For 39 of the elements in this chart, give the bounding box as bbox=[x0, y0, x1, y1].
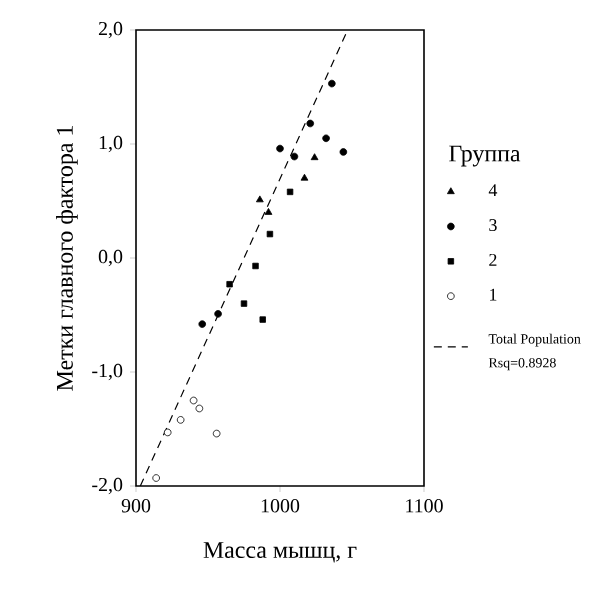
point bbox=[152, 474, 160, 482]
point bbox=[214, 310, 222, 318]
point bbox=[276, 144, 284, 153]
point bbox=[163, 428, 172, 437]
point bbox=[300, 173, 309, 181]
y-tick-label: -1,0 bbox=[92, 363, 123, 381]
point bbox=[176, 416, 185, 424]
point bbox=[195, 404, 204, 413]
point bbox=[339, 148, 348, 156]
point bbox=[290, 152, 299, 161]
x-tick-label: 1100 bbox=[406, 499, 443, 513]
y-tick-label: 2,0 bbox=[98, 21, 123, 39]
y-axis-title: Метки главного фактора 1 bbox=[56, 126, 78, 391]
point bbox=[226, 281, 233, 288]
point bbox=[255, 195, 264, 203]
point bbox=[310, 153, 319, 161]
point bbox=[240, 300, 248, 307]
y-tick-label: -2,0 bbox=[92, 477, 123, 495]
point bbox=[259, 316, 266, 323]
legend-label: 4 bbox=[488, 184, 498, 197]
point bbox=[322, 134, 330, 143]
point bbox=[264, 208, 273, 215]
point bbox=[252, 262, 259, 270]
point bbox=[189, 396, 198, 405]
y-tick-label: 1,0 bbox=[99, 135, 123, 153]
point bbox=[198, 320, 207, 328]
legend-label: 1 bbox=[490, 288, 497, 301]
point bbox=[266, 230, 274, 238]
point bbox=[286, 188, 294, 196]
x-axis-title: Масса мышц, г bbox=[203, 542, 357, 563]
y-tick-label: 0,0 bbox=[98, 249, 123, 267]
legend-label: 3 bbox=[489, 219, 497, 232]
point bbox=[212, 429, 221, 438]
legend-label: 2 bbox=[489, 253, 497, 266]
legend-title: Группа bbox=[449, 145, 521, 167]
point bbox=[306, 119, 315, 128]
x-tick-label: 900 bbox=[121, 499, 151, 513]
x-tick-label: 1000 bbox=[261, 499, 300, 513]
point bbox=[328, 79, 336, 88]
